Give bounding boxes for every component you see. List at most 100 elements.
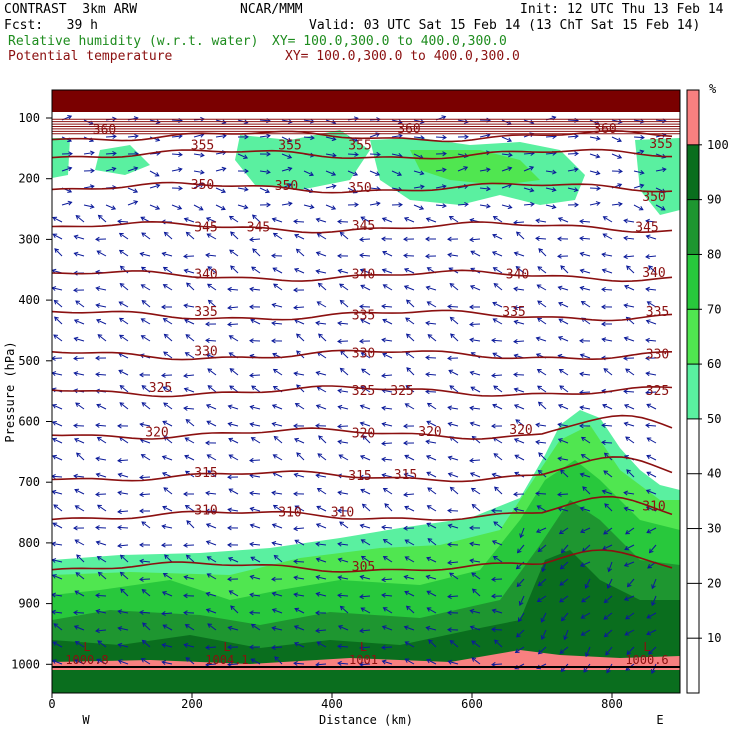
wind-vector-head [207,385,213,390]
wind-vector-head [207,368,213,373]
y-tick-label: 1000 [11,657,40,671]
wind-vector-head [426,556,432,562]
wind-vector [624,237,635,240]
wind-vector [450,487,459,495]
wind-vector-head [95,609,101,614]
wind-vector-head [426,505,432,510]
wind-vector-head [74,488,80,494]
wind-vector-head [251,266,256,272]
wind-vector [75,641,85,648]
wind-vector-head [134,133,139,139]
wind-vector [449,385,459,393]
wind-vector [273,369,283,376]
wind-vector-head [119,384,125,390]
wind-vector [293,662,305,665]
wind-vector-head [161,524,167,530]
wind-vector [581,301,591,308]
wind-vector [207,283,217,291]
wind-vector [316,322,327,325]
wind-vector-head [249,592,255,598]
wind-vector [359,305,371,308]
wind-vector [427,487,437,495]
wind-vector [303,170,314,176]
wind-vector [580,473,591,478]
wind-vector-head [469,458,474,464]
wind-vector-head [309,171,314,177]
wind-vector [163,487,173,495]
wind-vector-head [337,508,342,514]
low-marker: L [643,640,650,654]
wind-vector-head [120,588,125,594]
wind-vector-head [492,301,498,307]
wind-vector [558,507,569,512]
wind-vector-head [155,119,161,125]
theta-label: 310 [194,504,217,519]
wind-vector [560,469,569,478]
wind-vector-head [425,625,431,631]
wind-vector-head [646,528,652,534]
wind-vector [646,527,657,534]
wind-vector [185,334,195,342]
wind-vector-head [559,581,565,586]
wind-vector [602,338,613,342]
wind-vector-head [227,625,233,631]
wind-vector [139,611,151,614]
wind-vector-head [118,317,124,323]
wind-vector [501,184,512,189]
wind-vector [250,524,261,529]
wind-vector-head [513,404,519,409]
wind-vector-head [271,302,277,308]
wind-vector [360,524,371,529]
wind-vector [585,578,591,589]
wind-vector-head [184,505,190,510]
wind-vector [382,339,393,342]
wind-vector [227,323,239,326]
wind-vector [294,576,305,580]
wind-vector [294,539,305,546]
wind-vector-head [579,235,584,241]
wind-vector-head [249,610,254,616]
wind-vector-head [403,236,408,242]
wind-vector-head [359,645,364,651]
wind-vector [141,521,151,529]
wind-vector-head [513,353,519,359]
theta-label: 315 [394,468,417,483]
wind-vector-head [557,253,562,259]
wind-vector-head [295,248,301,254]
wind-vector [228,508,239,512]
wind-vector-head [227,321,232,327]
wind-vector [646,471,657,478]
theta-label: 330 [646,348,669,363]
wind-vector-head [513,286,518,292]
wind-vector [647,301,657,308]
wind-vector-head [162,318,168,323]
field1-xy: XY= 100.0,300.0 to 400.0,300.0 [272,34,507,49]
wind-vector [494,639,503,648]
wind-vector-head [359,454,365,460]
wind-vector-head [625,436,630,441]
wind-vector-head [514,471,520,477]
wind-vector-head [162,572,168,578]
wind-vector-head [601,321,606,327]
wind-vector [450,640,459,648]
wind-vector-head [516,632,521,638]
wind-vector-head [579,268,585,274]
wind-vector-head [337,592,342,598]
wind-vector-head [535,439,540,445]
wind-vector [281,202,292,206]
wind-vector [537,300,547,308]
wind-vector [611,153,622,159]
wind-vector [360,489,371,495]
wind-vector [541,629,547,640]
wind-vector-head [646,471,652,477]
wind-vector [361,555,371,563]
wind-vector-head [162,386,168,391]
wind-vector-head [595,201,601,206]
wind-vector-head [205,321,210,327]
wind-vector [537,595,547,602]
wind-vector-head [405,385,411,390]
wind-vector [117,544,129,547]
wind-vector-head [508,152,513,158]
wind-vector [655,204,666,211]
wind-vector [294,268,305,274]
